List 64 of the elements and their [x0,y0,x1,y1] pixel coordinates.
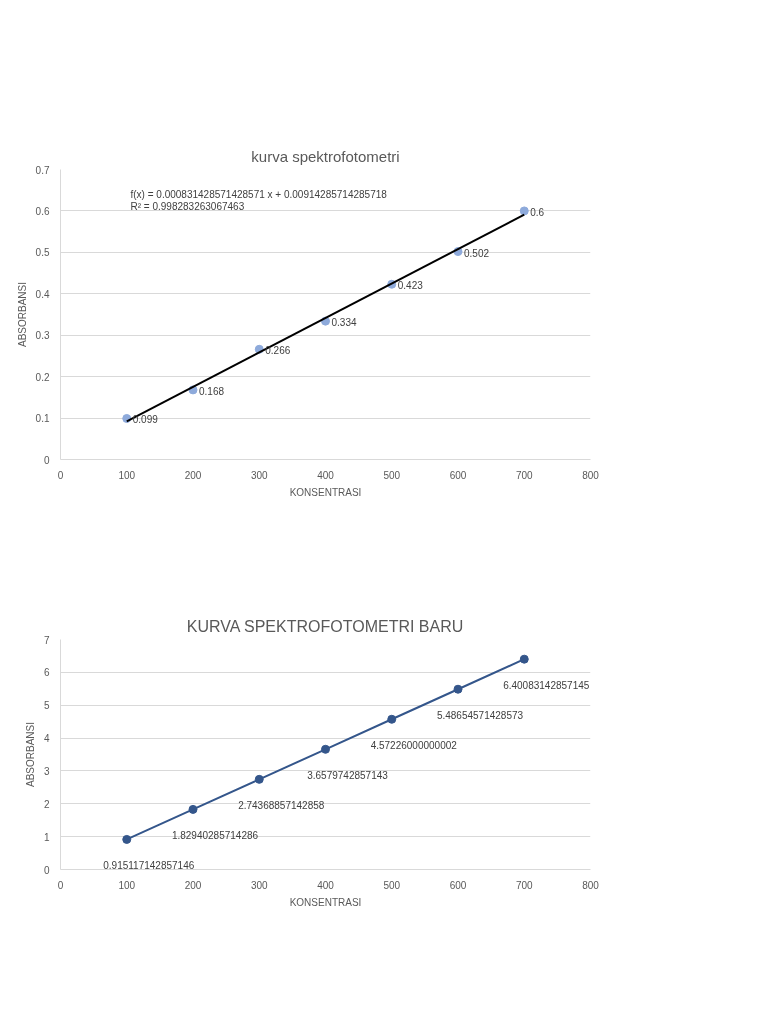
x-tick-label: 700 [515,469,534,481]
y-tick-label: 4 [43,733,50,745]
x-tick-label: 100 [118,469,136,481]
point [519,206,529,216]
y-tick-label: 5 [43,700,50,712]
annotation: f(x) = 0.000831428571428571 x + 0.00914285714285718 [130,188,388,200]
data-label: 1.82940285714286 [171,830,259,842]
x-tick-label: 500 [383,879,401,891]
x-tick-label: 200 [184,469,202,481]
data-label: 2.74368857142858 [238,800,325,812]
y-tick-label: 1 [43,831,50,843]
data-label: 0.6 [530,206,545,218]
data-label: 5.48654571428573 [436,710,524,722]
x-tick-label: 0 [57,469,64,481]
x-tick-label: 400 [317,469,335,481]
point [188,804,198,814]
data-label: 0.502 [464,247,490,259]
x-tick-label: 600 [449,469,467,481]
y-tick-label: 2 [43,798,50,810]
x-tick-label: 300 [250,469,269,481]
data-label: 0.334 [331,317,357,329]
x-tick-label: 600 [449,879,467,891]
y-tick-label: 0.3 [35,330,50,342]
data-label: 6.40083142857145 [503,680,590,692]
y-tick-label: 6 [43,667,50,679]
x-tick-label: 400 [317,879,335,891]
y-tick-label: 0.4 [35,288,50,300]
point [321,744,330,754]
chart-title: kurva spektrofotometri [251,147,400,165]
x-axis-title: KONSENTRASI [289,896,362,908]
x-tick-label: 800 [582,469,600,481]
x-tick-label: 100 [118,879,136,891]
point [519,654,529,664]
point [122,834,132,844]
x-tick-label: 700 [515,879,534,891]
data-label: 0.099 [132,414,159,426]
y-tick-label: 0.5 [35,247,50,259]
point [254,774,264,784]
y-tick-label: 0.7 [35,164,50,176]
y-tick-label: 0 [43,454,50,466]
x-axis-title: KONSENTRASI [289,486,362,498]
x-tick-label: 800 [582,879,600,891]
data-label: 0.168 [199,385,225,397]
y-tick-label: 0 [43,864,50,876]
y-tick-label: 0.6 [35,205,50,217]
y-axis-title: ABSORBANSI [24,721,36,788]
data-label: 3.6579742857143 [307,770,389,782]
data-label: 0.915117142857146 [103,860,195,872]
y-axis-title: ABSORBANSI [16,281,28,348]
y-tick-label: 7 [43,634,50,646]
chart-title: KURVA SPEKTROFOTOMETRI BARU [186,617,464,635]
y-tick-label: 0.1 [35,413,50,425]
point [453,684,463,694]
y-tick-label: 3 [43,765,50,777]
y-tick-label: 0.2 [35,371,50,383]
x-tick-label: 0 [57,879,64,891]
data-label: 0.423 [397,280,424,292]
data-label: 0.266 [265,345,291,357]
annotation: R² = 0.998283263067463 [130,200,245,212]
x-tick-label: 500 [383,469,401,481]
point [387,714,397,724]
data-label: 4.57226000000002 [370,740,458,752]
x-tick-label: 300 [250,879,269,891]
x-tick-label: 200 [184,879,202,891]
